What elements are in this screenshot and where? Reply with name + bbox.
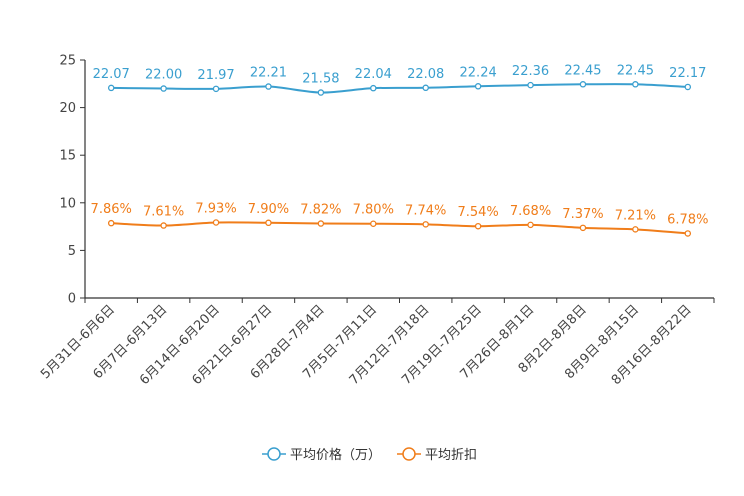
series-2: 7.86% 7.61% 7.93% 7.90% 7.82% 7.80% 7.74% 7.54%… xyxy=(91,202,708,237)
data-point xyxy=(160,222,167,229)
data-point xyxy=(632,81,639,88)
data-label: 7.90% xyxy=(248,202,289,217)
data-label: 7.86% xyxy=(91,202,132,217)
legend: 平均价格（万） 平均折扣 xyxy=(262,447,477,463)
data-point xyxy=(317,89,325,96)
data-label: 7.54% xyxy=(457,205,498,220)
data-point xyxy=(527,221,534,229)
y-tick-label: 15 xyxy=(59,149,76,164)
data-label: 22.04 xyxy=(355,67,392,82)
data-label: 7.93% xyxy=(195,202,236,217)
legend-item-1: 平均价格（万） xyxy=(262,447,381,463)
y-tick-label: 10 xyxy=(59,196,76,211)
data-label: 7.21% xyxy=(615,208,656,223)
data-label: 22.08 xyxy=(407,67,444,82)
y-tick-label: 0 xyxy=(68,292,76,307)
series-line xyxy=(111,221,688,235)
data-point xyxy=(107,84,115,92)
data-point xyxy=(684,83,692,91)
data-point xyxy=(370,84,377,92)
data-point xyxy=(632,226,639,233)
data-point xyxy=(107,219,115,227)
data-label: 22.36 xyxy=(512,64,549,79)
data-point xyxy=(212,219,220,226)
data-label: 7.80% xyxy=(353,203,394,218)
data-point xyxy=(527,81,534,89)
x-axis: 5月31日-6月6日6月7日-6月13日6月14日-6月20日6月21日-6月2… xyxy=(38,297,715,388)
legend-marker xyxy=(402,447,416,461)
data-point xyxy=(684,230,692,237)
data-label: 22.00 xyxy=(145,68,182,83)
data-label: 22.24 xyxy=(460,65,497,80)
y-tick-label: 20 xyxy=(59,101,76,116)
legend-label: 平均价格（万） xyxy=(290,447,381,463)
data-point xyxy=(474,83,482,90)
data-point xyxy=(579,81,587,88)
data-label: 7.37% xyxy=(562,207,603,222)
series-1: 22.07 22.00 21.97 22.21 21.58 22.04 22.08 22.24… xyxy=(93,63,706,96)
data-label: 22.21 xyxy=(250,66,287,81)
data-point xyxy=(579,224,587,232)
data-point xyxy=(212,85,220,93)
y-tick-label: 25 xyxy=(59,54,76,69)
series-line xyxy=(111,83,688,94)
data-label: 6.78% xyxy=(667,212,708,227)
data-label: 7.82% xyxy=(300,203,341,218)
data-point xyxy=(422,84,429,92)
y-tick-label: 5 xyxy=(68,244,76,259)
data-label: 22.07 xyxy=(93,67,130,82)
data-label: 22.45 xyxy=(564,63,601,78)
data-point xyxy=(474,222,482,230)
y-axis: 0 5 10 15 20 25 xyxy=(59,54,86,307)
legend-label: 平均折扣 xyxy=(425,448,477,463)
data-point xyxy=(370,220,377,227)
data-label: 21.58 xyxy=(302,72,339,87)
data-label: 21.97 xyxy=(197,68,234,83)
data-point xyxy=(160,85,167,92)
legend-item-2: 平均折扣 xyxy=(397,447,477,463)
data-label: 7.74% xyxy=(405,203,446,218)
data-point xyxy=(265,83,272,90)
data-label: 7.68% xyxy=(510,204,551,219)
data-label: 22.17 xyxy=(669,66,706,81)
data-point xyxy=(422,221,429,228)
series-layer: 22.07 22.00 21.97 22.21 21.58 22.04 22.08 22.24… xyxy=(91,63,708,237)
data-label: 22.45 xyxy=(617,63,654,78)
data-point xyxy=(317,220,325,227)
data-point xyxy=(265,219,272,227)
legend-marker xyxy=(267,447,281,461)
data-label: 7.61% xyxy=(143,205,184,220)
